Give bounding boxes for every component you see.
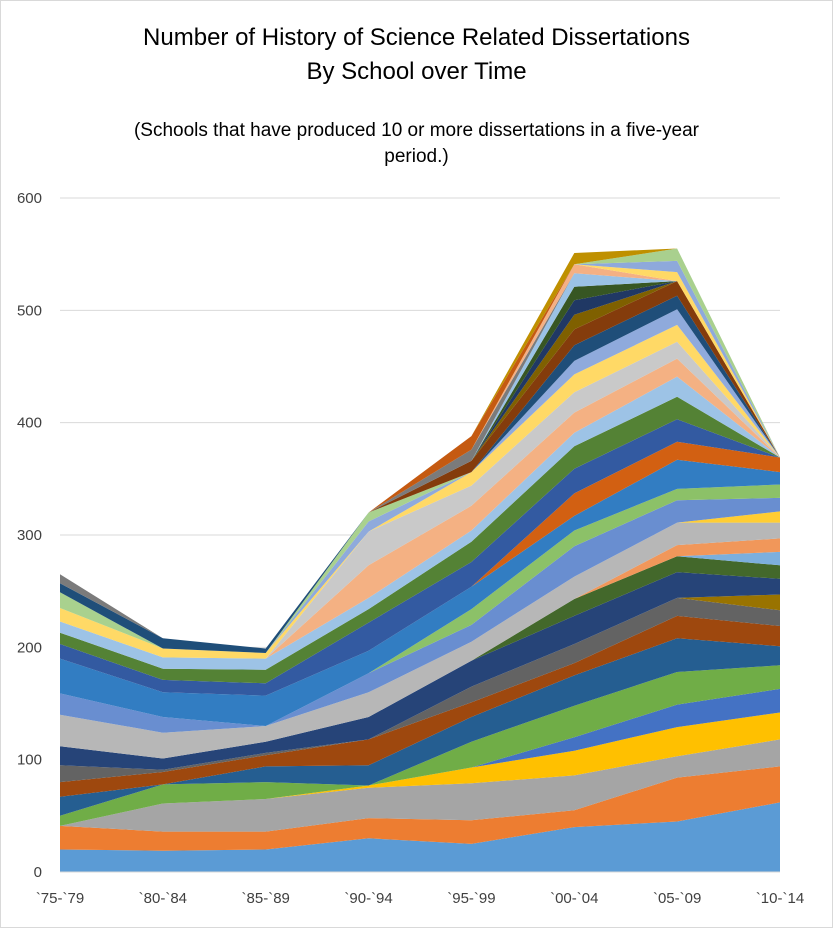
area-series-22	[60, 396, 780, 684]
x-tick-label: `85-`89	[242, 890, 290, 907]
chart-title: Number of History of Science Related Dis…	[143, 24, 690, 51]
area-series-5	[60, 688, 780, 826]
x-tick-label: `95-`99	[447, 890, 495, 907]
area-series-23	[60, 376, 780, 670]
x-tick-label: `10-`14	[756, 890, 804, 907]
y-tick-label: 0	[34, 864, 42, 881]
area-series-group	[60, 248, 780, 872]
area-series-7	[60, 638, 780, 816]
area-series-24	[60, 358, 780, 659]
y-tick-label: 400	[17, 415, 42, 432]
x-tick-label: `05-`09	[653, 890, 701, 907]
area-series-15	[60, 522, 780, 759]
area-series-2	[60, 766, 780, 851]
area-series-11	[60, 572, 780, 770]
x-tick-label: `90-`94	[344, 890, 392, 907]
area-series-3	[60, 739, 780, 832]
y-tick-label: 600	[17, 190, 42, 207]
y-tick-label: 500	[17, 302, 42, 319]
area-series-4	[60, 712, 780, 826]
y-tick-label: 300	[17, 527, 42, 544]
area-series-9	[60, 597, 780, 783]
y-tick-label: 200	[17, 639, 42, 656]
x-tick-label: `75-`79	[36, 890, 84, 907]
x-tick-label: `00-`04	[550, 890, 598, 907]
area-series-8	[60, 615, 780, 797]
area-series-19	[60, 459, 780, 726]
area-series-1	[60, 802, 780, 872]
area-series-17	[60, 497, 780, 733]
area-series-6	[60, 665, 780, 826]
x-tick-label: `80-`84	[139, 890, 187, 907]
y-axis-tick-labels: 0 100 200 300 400 500 600	[17, 190, 42, 881]
y-tick-label: 100	[17, 752, 42, 769]
chart-title-line2: By School over Time	[306, 58, 527, 85]
x-axis-tick-labels: `75-`79 `80-`84 `85-`89 `90-`94 `95-`99 `00-`…	[36, 890, 804, 907]
chart-subtitle: (Schools that have produced 10 or more d…	[133, 120, 700, 167]
